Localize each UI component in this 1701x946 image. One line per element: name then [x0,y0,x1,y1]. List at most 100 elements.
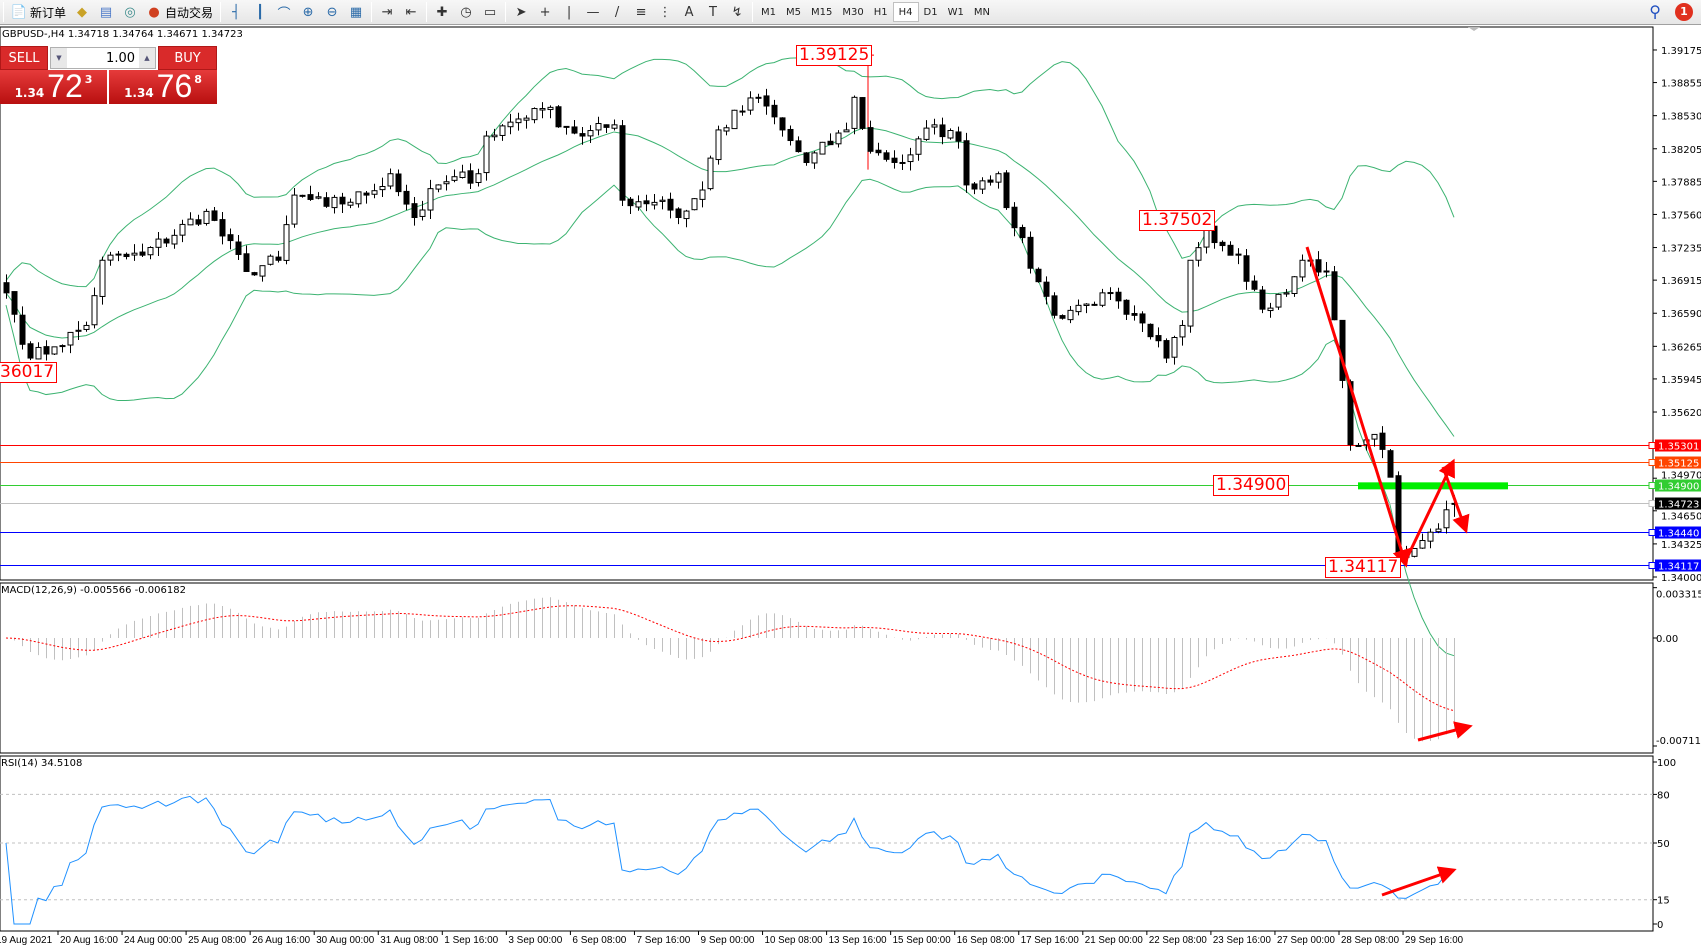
price-axis-label: 1.35945 [1661,375,1701,386]
candle-body [507,121,514,128]
buy-button[interactable]: BUY [158,46,217,70]
candle [75,321,82,341]
search-icon[interactable]: ⚲ [1649,2,1661,21]
zoom-out-button[interactable]: ⊖ [320,1,344,23]
toolbar-separator [371,2,373,22]
candle-body [947,129,954,139]
candle-body [35,346,42,360]
candle [483,130,490,181]
chart-shift-button[interactable]: ⇥ [375,1,399,23]
bar-chart-button[interactable]: ┤ [224,1,248,23]
data-window-button[interactable]: ▤ [94,1,118,23]
candle [635,195,642,211]
candle [427,179,434,219]
candle [539,102,546,119]
timeframe-d1[interactable]: D1 [923,6,938,18]
buy-price-button[interactable]: 1.34 76 8 [109,70,217,104]
candle-body [939,124,946,138]
candle [275,250,282,263]
rsi-axis-label: 50 [1657,839,1670,850]
channel-button[interactable]: ⋮ [653,1,677,23]
new-order-icon: 📄 [10,4,28,20]
zoom-in-button[interactable]: ⊕ [296,1,320,23]
price-label-support[interactable]: 1.34900 [1213,475,1290,496]
candle-body [1075,304,1082,313]
candle [763,88,770,115]
vertical-line-button[interactable]: | [557,1,581,23]
candle-body [1195,247,1202,261]
sell-button[interactable]: SELL [0,46,48,70]
timeframe-m30[interactable]: M30 [842,6,864,18]
candle [1051,292,1058,319]
timeframe-m5[interactable]: M5 [786,6,802,18]
templates-button[interactable]: ▭ [478,1,502,23]
price-line-handle [1648,529,1656,536]
new-order-button[interactable]: 📄 新订单 [7,1,70,23]
time-axis-label: 28 Sep 08:00 [1341,935,1399,946]
periods-button[interactable]: ◷ [454,1,478,23]
candle [155,232,162,256]
candle [307,185,314,201]
lot-size-input[interactable] [67,50,139,66]
indicators-button[interactable]: ✚ [430,1,454,23]
timeframe-h1[interactable]: H1 [873,6,888,18]
line-chart-icon: ⌒ [277,6,291,22]
candlestick-button[interactable]: ┃ [248,1,272,23]
auto-trading-button[interactable]: ● 自动交易 [142,1,217,23]
candle-body [1419,540,1426,549]
price-label-swing-high[interactable]: 1.37502 [1139,210,1216,231]
timeframe-m15[interactable]: M15 [811,6,833,18]
price-line-handle [1648,482,1656,489]
time-axis-label: 22 Sep 08:00 [1149,935,1207,946]
price-label-swing-low[interactable]: 36017 [0,362,58,383]
lot-decrease-icon[interactable]: ▼ [51,48,67,68]
timeframe-w1[interactable]: W1 [947,6,964,18]
lot-size-stepper[interactable]: ▼ ▲ [50,47,156,69]
timeframe-h4[interactable]: H4 [892,2,919,22]
tile-windows-button[interactable]: ▦ [344,1,368,23]
candle [523,115,530,129]
buy-price-fraction: 8 [194,73,202,86]
bollinger-middle-band [5,127,1455,437]
price-tag [1655,559,1701,572]
label-button[interactable]: T [701,1,725,23]
candle-body [643,200,650,205]
candle [515,112,522,131]
arrows-button[interactable]: ↯ [725,1,749,23]
macd-pane [0,582,1654,754]
signals-button[interactable]: ◎ [118,1,142,23]
crosshair-button[interactable]: + [533,1,557,23]
metaeditor-button[interactable]: ◆ [70,1,94,23]
notifications-badge[interactable]: 1 [1675,2,1693,21]
candle [963,132,970,193]
time-axis-label: 24 Aug 00:00 [124,935,182,946]
autoscroll-button[interactable]: ⇤ [399,1,423,23]
candle-body [1067,309,1074,321]
fibo-button[interactable]: ≡ [629,1,653,23]
toolbar-separator [3,2,4,22]
time-axis-label: 6 Sep 08:00 [572,935,626,946]
line-chart-button[interactable]: ⌒ [272,1,296,23]
candle-body [739,110,746,113]
sell-price-pips: 72 [47,68,83,104]
candle-body [179,223,186,236]
lot-increase-icon[interactable]: ▲ [139,48,155,68]
candle-body [3,282,10,294]
candle-body [403,190,410,205]
rsi-label: RSI(14) 34.5108 [1,758,83,769]
candle-body [1155,335,1162,342]
price-tag-label: 1.34440 [1658,529,1699,540]
timeframe-m1[interactable]: M1 [761,6,777,18]
horizontal-line-button[interactable]: — [581,1,605,23]
candle-body [731,109,738,130]
timeframe-mn[interactable]: MN [973,6,990,18]
trendline-button[interactable]: / [605,1,629,23]
candle [195,214,202,226]
candle [1011,202,1018,237]
price-label-high[interactable]: 1.39125 [796,45,873,66]
price-label-low[interactable]: 1.34117 [1325,557,1402,578]
text-button[interactable]: A [677,1,701,23]
cursor-button[interactable]: ➤ [509,1,533,23]
sell-price-button[interactable]: 1.34 72 3 [0,70,107,104]
